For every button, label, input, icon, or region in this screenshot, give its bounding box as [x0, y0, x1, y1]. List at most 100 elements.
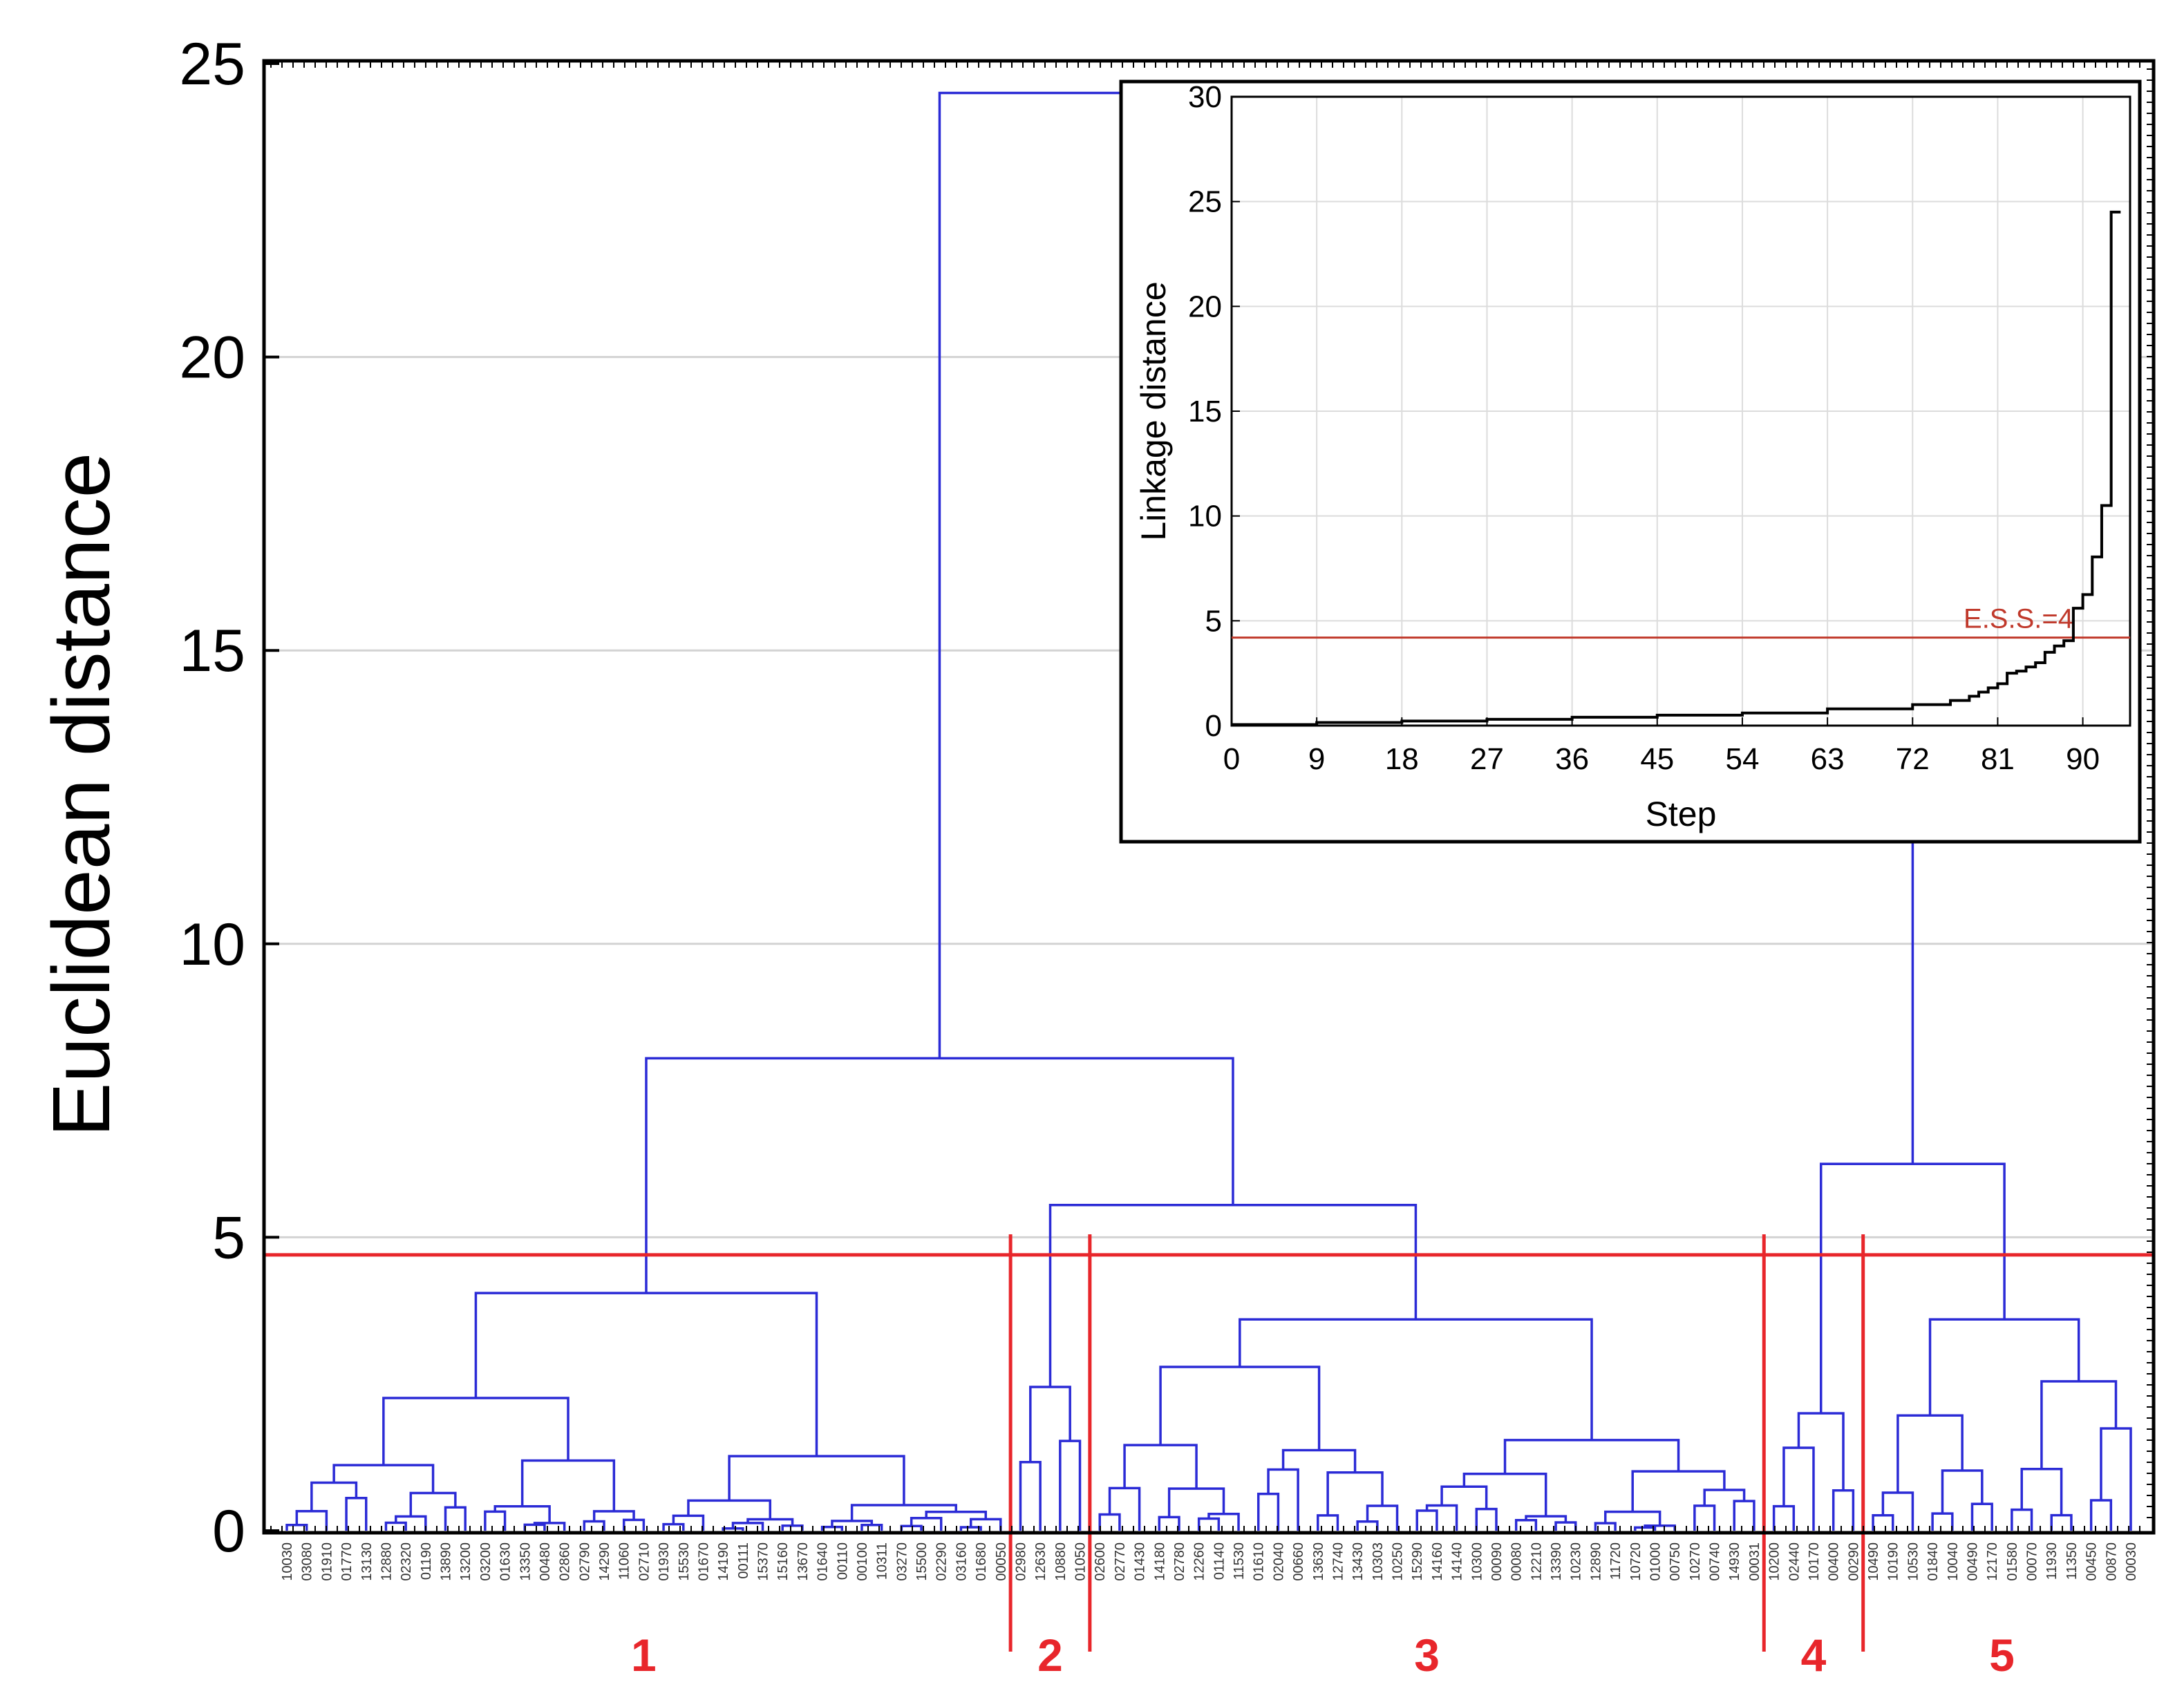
leaf-label: 01930 [657, 1542, 672, 1581]
leaf-label: 14160 [1430, 1542, 1445, 1581]
inset-x-axis-title: Step [1646, 795, 1717, 833]
inset-x-tick-label: 9 [1308, 742, 1325, 776]
inset-x-tick-label: 18 [1385, 742, 1419, 776]
dendrogram-link [2100, 1427, 2132, 1531]
leaf-label: 02290 [934, 1542, 950, 1581]
dendrogram-link [1415, 1509, 1438, 1531]
leaf-label: 14180 [1152, 1542, 1167, 1581]
leaf-label: 02780 [1172, 1542, 1187, 1581]
inset-y-tick-label: 15 [1188, 395, 1222, 428]
leaf-label: 00100 [855, 1542, 870, 1581]
inset-grid [1232, 97, 2130, 726]
leaf-label: 00870 [2104, 1542, 2119, 1581]
leaf-label: 10490 [1866, 1542, 1881, 1581]
inset-y-tick-label: 10 [1188, 500, 1222, 533]
leaf-label: 01680 [974, 1542, 989, 1581]
leaf-label: 00110 [835, 1542, 850, 1580]
dendrogram-link [1782, 1446, 1815, 1531]
leaf-label: 10300 [1469, 1542, 1485, 1581]
leaf-label: 00750 [1668, 1542, 1683, 1581]
leaf-label: 11930 [2044, 1542, 2060, 1580]
y-axis-title: Euclidean distance [36, 453, 127, 1137]
inset-threshold-label: E.S.S.=4 [1964, 604, 2073, 634]
leaf-label: 13130 [359, 1542, 375, 1581]
leaf-label: 01430 [1133, 1542, 1148, 1581]
inset-y-tick-label: 20 [1188, 290, 1222, 323]
leaf-label: 12740 [1330, 1542, 1346, 1581]
leaf-label: 13630 [1311, 1542, 1326, 1581]
leaf-label: 11720 [1608, 1542, 1623, 1580]
inset-x-tick-label: 63 [1811, 742, 1845, 776]
dendrogram-link [1772, 1504, 1796, 1531]
inset-series: E.S.S.=4 [1232, 210, 2130, 726]
inset-frame [1119, 79, 2142, 844]
leaf-label: 01840 [1926, 1542, 1941, 1581]
leaf-label: 15500 [914, 1542, 930, 1581]
y-tick-label: 5 [212, 1205, 245, 1271]
dendrogram-link [1123, 1444, 1198, 1489]
leaf-label: 15290 [1410, 1542, 1425, 1581]
leaf-label: 12170 [1985, 1542, 2000, 1581]
dendrogram-link [332, 1464, 435, 1493]
leaf-label: 00080 [1509, 1542, 1525, 1581]
leaf-label: 10200 [1767, 1542, 1782, 1581]
leaf-label: 14140 [1450, 1542, 1465, 1581]
leaf-label: 10230 [1569, 1542, 1584, 1581]
dendrogram-link [1425, 1504, 1458, 1531]
dendrogram-link [728, 1455, 905, 1505]
leaf-label: 10720 [1628, 1542, 1644, 1581]
leaf-label: 00480 [538, 1542, 553, 1581]
inset-y-tick-label: 30 [1188, 80, 1222, 114]
leaf-label: 01670 [696, 1542, 711, 1581]
leaf-label: 12210 [1529, 1542, 1544, 1581]
leaf-label: 00290 [1846, 1542, 1861, 1581]
inset-series-line [1232, 210, 2121, 726]
dendrogram-link [395, 1515, 427, 1531]
leaf-label: 00090 [1489, 1542, 1505, 1581]
leaf-label: 10880 [1053, 1542, 1069, 1581]
leaf-label: 01050 [1073, 1542, 1089, 1581]
leaf-label: 02790 [577, 1542, 592, 1581]
cluster-label: 2 [1037, 1630, 1063, 1681]
dendrogram-link [1594, 1522, 1617, 1531]
cluster-label: 3 [1414, 1630, 1440, 1681]
leaf-label: 12630 [1033, 1542, 1048, 1581]
leaf-label: 13670 [796, 1542, 811, 1581]
dendrogram-link [1256, 1492, 1280, 1531]
leaf-label: 10190 [1886, 1542, 1901, 1581]
dendrogram-link [1970, 1502, 1993, 1531]
leaf-label: 00490 [1965, 1542, 1980, 1581]
leaf-label: 00050 [994, 1542, 1009, 1581]
dendrogram-link [1931, 1512, 1954, 1531]
y-tick-label: 0 [212, 1498, 245, 1565]
leaf-label: 03270 [894, 1542, 910, 1581]
leaf-label: 01190 [419, 1542, 434, 1580]
leaf-label: 01610 [1252, 1542, 1267, 1581]
leaf-label: 00111 [736, 1542, 751, 1579]
leaf-label: 10250 [1391, 1542, 1406, 1581]
leaf-label: 11060 [617, 1542, 632, 1580]
leaf-label: 00031 [1747, 1542, 1762, 1581]
leaf-label: 11530 [1232, 1542, 1247, 1580]
inset-axes: 0 9 18 27 36 45 54 63 72 81 90 0 5 10 15 20 25 30 [1188, 80, 2100, 776]
leaf-label: 15370 [756, 1542, 771, 1581]
leaf-label: 02710 [637, 1542, 652, 1581]
y-tick-label: 10 [179, 912, 245, 978]
dendrogram-link [1239, 1318, 1593, 1440]
leaf-label: 02600 [1093, 1542, 1108, 1581]
leaf-labels: 10030 03080 01910 01770 13130 12880 02320 01190… [280, 1542, 2139, 1581]
inset-x-tick-label: 54 [1725, 742, 1759, 776]
leaf-label: 01000 [1648, 1542, 1663, 1581]
inset-y-tick-label: 25 [1188, 185, 1222, 219]
dendrogram-link [1059, 1439, 1082, 1531]
leaf-label: 02040 [1271, 1542, 1286, 1581]
cluster-labels: 1 2 3 4 5 [631, 1630, 2015, 1681]
inset-y-tick-label: 0 [1205, 709, 1222, 743]
inset-x-tick-label: 27 [1470, 742, 1504, 776]
dendrogram-link [1693, 1504, 1716, 1531]
dendrogram-link [345, 1496, 368, 1531]
leaf-label: 14930 [1727, 1542, 1742, 1581]
dendrogram-link [1159, 1366, 1321, 1451]
dendrogram-link [672, 1514, 705, 1531]
